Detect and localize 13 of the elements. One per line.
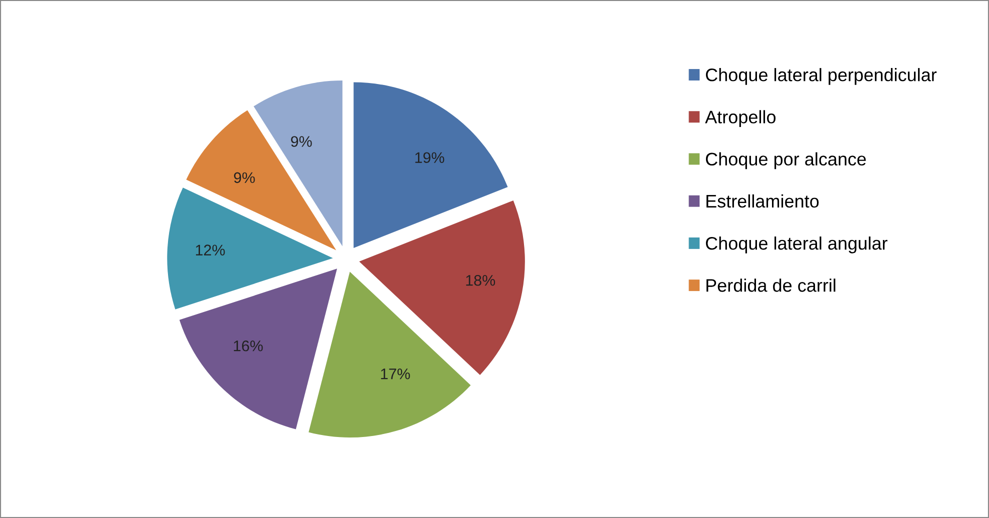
- data-label: 12%: [196, 244, 225, 256]
- data-label: 16%: [234, 340, 263, 352]
- legend-label: Estrellamiento: [706, 194, 819, 208]
- data-label: 9%: [234, 172, 255, 184]
- data-label: 9%: [291, 136, 312, 147]
- legend-label: Choque lateral angular: [706, 236, 888, 254]
- legend-label: Choque lateral perpendicular: [706, 68, 937, 85]
- data-label: 17%: [381, 368, 410, 380]
- legend-label: Perdida de carril: [706, 278, 836, 292]
- data-label: 18%: [466, 274, 496, 286]
- legend-label: Choque por alcance: [706, 152, 866, 170]
- data-label: 19%: [415, 152, 444, 164]
- legend-label: Atropello: [705, 110, 776, 127]
